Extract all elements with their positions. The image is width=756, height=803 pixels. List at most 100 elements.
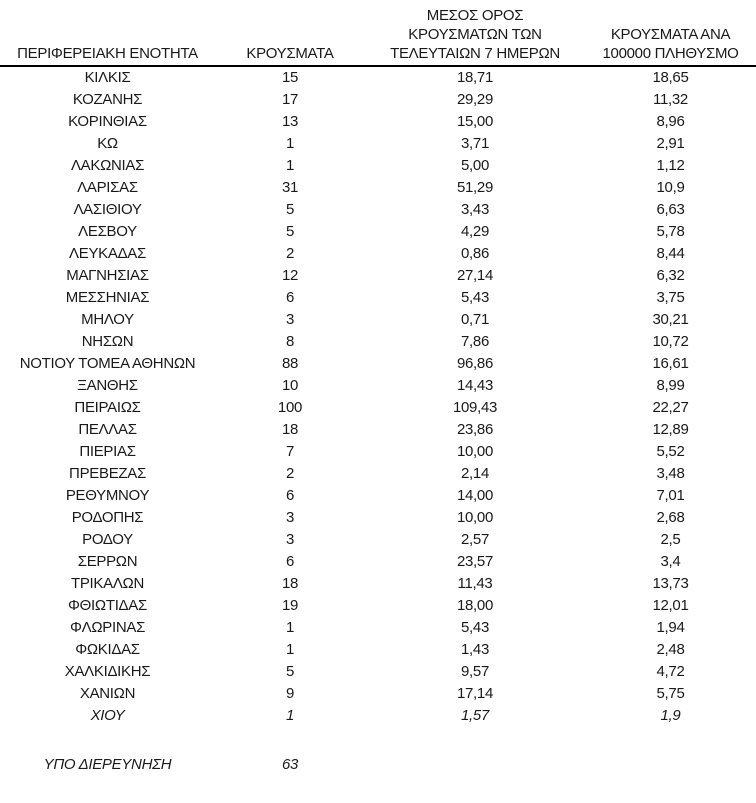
table-row: ΡΟΔΟΠΗΣ 3 10,00 2,68 — [0, 507, 756, 529]
region-name: ΡΟΔΟΠΗΣ — [71, 509, 144, 526]
per-100k-value: 1,9 — [660, 707, 681, 724]
avg-7day-value: 17,14 — [456, 685, 494, 702]
table-row: ΛΑΡΙΣΑΣ 31 51,29 10,9 — [0, 177, 756, 199]
per-100k-value: 8,96 — [656, 113, 685, 130]
region-name: ΠΡΕΒΕΖΑΣ — [69, 465, 146, 482]
region-name: ΜΗΛΟΥ — [81, 311, 134, 328]
cases-value: 7 — [285, 443, 295, 460]
report-page: ΠΕΡΙΦΕΡΕΙΑΚΗ ΕΝΟΤΗΤΑ ΚΡΟΥΣΜΑΤΑ ΜΕΣΟΣ ΟΡΟΣ Κ… — [0, 6, 756, 776]
per-100k-value: 10,72 — [652, 333, 689, 350]
avg-7day-value: 1,43 — [461, 641, 489, 658]
per-100k-value: 5,75 — [656, 685, 685, 702]
per-100k-value: 8,44 — [656, 245, 685, 262]
avg-7day-value: 3,43 — [461, 201, 489, 218]
cases-value: 100 — [277, 399, 303, 416]
region-name: ΚΟΡΙΝΘΙΑΣ — [68, 113, 147, 130]
per-100k-value: 30,21 — [652, 311, 689, 328]
cases-value: 6 — [285, 553, 295, 570]
avg-7day-value: 27,14 — [456, 267, 494, 284]
per-100k-value: 7,01 — [656, 487, 685, 504]
table-row: ΚΟΡΙΝΘΙΑΣ 13 15,00 8,96 — [0, 111, 756, 133]
avg-7day-value: 23,57 — [456, 553, 494, 570]
region-name: ΤΡΙΚΑΛΩΝ — [70, 575, 144, 592]
avg-7day-value: 10,00 — [456, 443, 494, 460]
per-100k-value: 1,94 — [656, 619, 685, 636]
cases-value: 5 — [285, 223, 295, 240]
region-name: ΡΟΔΟΥ — [82, 531, 133, 548]
avg-7day-value: 0,86 — [461, 245, 489, 262]
table-row: ΛΑΚΩΝΙΑΣ 1 5,00 1,12 — [0, 155, 756, 177]
cases-value: 18 — [281, 575, 299, 592]
table-row: ΜΗΛΟΥ 3 0,71 30,21 — [0, 309, 756, 331]
table-row: ΜΕΣΣΗΝΙΑΣ 6 5,43 3,75 — [0, 287, 756, 309]
table-row: ΛΑΣΙΘΙΟΥ 5 3,43 6,63 — [0, 199, 756, 221]
per-100k-value: 8,99 — [656, 377, 685, 394]
avg-7day-value: 2,14 — [461, 465, 489, 482]
cases-value: 17 — [281, 91, 299, 108]
table-row: ΝΗΣΩΝ 8 7,86 10,72 — [0, 331, 756, 353]
table-row: ΠΙΕΡΙΑΣ 7 10,00 5,52 — [0, 441, 756, 463]
avg-7day-value: 3,71 — [461, 135, 489, 152]
header-row: ΠΕΡΙΦΕΡΕΙΑΚΗ ΕΝΟΤΗΤΑ ΚΡΟΥΣΜΑΤΑ ΜΕΣΟΣ ΟΡΟΣ Κ… — [0, 6, 756, 67]
avg-7day-value: 9,57 — [461, 663, 489, 680]
per-100k-value: 1,12 — [656, 157, 685, 174]
region-name: ΛΕΥΚΑΔΑΣ — [69, 245, 146, 262]
table-row: ΦΩΚΙΔΑΣ 1 1,43 2,48 — [0, 639, 756, 661]
table-row: ΦΘΙΩΤΙΔΑΣ 19 18,00 12,01 — [0, 595, 756, 617]
region-name: ΝΗΣΩΝ — [81, 333, 134, 350]
column-header-per-100k: ΚΡΟΥΣΜΑΤΑ ΑΝΑ 100000 ΠΛΗΘΥΣΜΟ — [585, 6, 756, 67]
per-100k-value: 13,73 — [652, 575, 689, 592]
cases-value: 15 — [281, 69, 299, 86]
avg-7day-value: 7,86 — [461, 333, 489, 350]
avg-7day-value: 10,00 — [456, 509, 494, 526]
table-row: ΡΕΘΥΜΝΟΥ 6 14,00 7,01 — [0, 485, 756, 507]
region-name: ΝΟΤΙΟΥ ΤΟΜΕΑ ΑΘΗΝΩΝ — [19, 355, 196, 372]
region-name: ΞΑΝΘΗΣ — [77, 377, 138, 394]
cases-value: 10 — [281, 377, 299, 394]
cases-value: 9 — [285, 685, 295, 702]
per-100k-value: 10,9 — [656, 179, 685, 196]
cases-value: 88 — [281, 355, 299, 372]
avg-7day-value: 109,43 — [452, 399, 498, 416]
region-name: ΠΕΛΛΑΣ — [78, 421, 137, 438]
region-name: ΦΘΙΩΤΙΔΑΣ — [68, 597, 147, 614]
avg-7day-value: 14,00 — [456, 487, 494, 504]
table-row: ΡΟΔΟΥ 3 2,57 2,5 — [0, 529, 756, 551]
region-name: ΧΑΝΙΩΝ — [79, 685, 136, 702]
per-100k-value: 5,78 — [656, 223, 685, 240]
footer-row-under-investigation: ΥΠΟ ΔΙΕΡΕΥΝΗΣΗ 63 — [0, 754, 756, 776]
avg-7day-value: 14,43 — [456, 377, 494, 394]
per-100k-value: 11,32 — [653, 91, 688, 108]
cases-value: 3 — [285, 509, 295, 526]
region-name: ΡΕΘΥΜΝΟΥ — [65, 487, 150, 504]
cases-value: 1 — [285, 707, 295, 724]
per-100k-value: 12,89 — [652, 421, 689, 438]
table-row: ΠΕΛΛΑΣ 18 23,86 12,89 — [0, 419, 756, 441]
region-name: ΜΕΣΣΗΝΙΑΣ — [65, 289, 150, 306]
region-name: ΛΑΡΙΣΑΣ — [77, 179, 138, 196]
table-row: ΜΑΓΝΗΣΙΑΣ 12 27,14 6,32 — [0, 265, 756, 287]
per-100k-value: 2,5 — [660, 531, 681, 548]
cases-value: 31 — [281, 179, 299, 196]
region-name: ΥΠΟ ΔΙΕΡΕΥΝΗΣΗ — [43, 756, 172, 773]
cases-value: 2 — [285, 465, 295, 482]
avg-7day-value: 4,29 — [461, 223, 489, 240]
cases-value: 3 — [285, 531, 295, 548]
region-name: ΚΟΖΑΝΗΣ — [72, 91, 143, 108]
avg-7day-value: 51,29 — [456, 179, 494, 196]
region-name: ΧΑΛΚΙΔΙΚΗΣ — [64, 663, 151, 680]
table-row: ΧΑΝΙΩΝ 9 17,14 5,75 — [0, 683, 756, 705]
region-name: ΛΕΣΒΟΥ — [78, 223, 137, 240]
table-row: ΚΙΛΚΙΣ 15 18,71 18,65 — [0, 66, 756, 89]
cases-value: 6 — [285, 487, 295, 504]
avg-7day-value: 18,00 — [456, 597, 494, 614]
per-100k-value: 3,75 — [656, 289, 685, 306]
cases-value: 18 — [281, 421, 299, 438]
cases-value: 3 — [285, 311, 295, 328]
cases-value: 1 — [285, 619, 295, 636]
table-row: ΛΕΣΒΟΥ 5 4,29 5,78 — [0, 221, 756, 243]
region-name: ΚΙΛΚΙΣ — [84, 69, 131, 86]
per-100k-value: 12,01 — [652, 597, 689, 614]
table-row: ΣΕΡΡΩΝ 6 23,57 3,4 — [0, 551, 756, 573]
table-row: ΦΛΩΡΙΝΑΣ 1 5,43 1,94 — [0, 617, 756, 639]
